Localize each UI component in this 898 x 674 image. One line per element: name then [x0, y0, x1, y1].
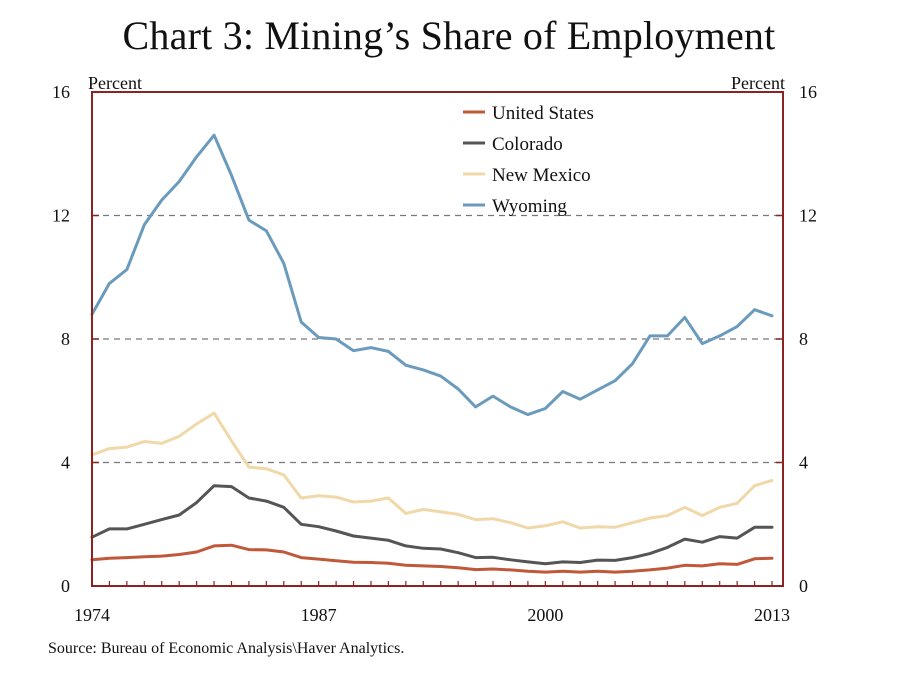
chart-title: Chart 3: Mining’s Share of Employment [122, 13, 776, 58]
series-line-new-mexico [90, 411, 774, 530]
series-line-wyoming [90, 133, 774, 417]
legend-label: United States [492, 103, 594, 124]
legend-label: Wyoming [492, 196, 567, 217]
x-tick-label: 2000 [527, 605, 563, 625]
x-tick-label: 2013 [754, 605, 790, 625]
y-tick-label-right: 8 [799, 329, 808, 349]
y-tick-label-right: 12 [799, 206, 817, 226]
y-tick-label-left: 4 [61, 453, 70, 473]
y-tick-label-left: 0 [61, 576, 70, 596]
y-tick-label-right: 0 [799, 576, 808, 596]
y-tick-label-right: 16 [799, 82, 817, 102]
axis-ticks: 0 0 4 4 8 8 12 12 16 16 1974 1987 2000 2013 [52, 82, 817, 625]
source-note: Source: Bureau of Economic Analysis\Have… [48, 640, 405, 657]
series-line-united-states [90, 543, 774, 574]
y-tick-label-left: 12 [52, 206, 70, 226]
y-tick-label-left: 16 [52, 82, 70, 102]
gridlines [92, 214, 783, 464]
y-axis-label-left: Percent [88, 73, 142, 93]
legend: United States Colorado New Mexico Wyoming [463, 103, 594, 217]
y-tick-label-left: 8 [61, 329, 70, 349]
series-lines [90, 133, 774, 574]
x-tick-label: 1974 [74, 605, 110, 625]
legend-label: New Mexico [492, 165, 591, 186]
legend-label: Colorado [492, 134, 563, 155]
x-tick-label: 1987 [301, 605, 337, 625]
series-line-colorado [90, 484, 774, 566]
y-tick-label-right: 4 [799, 453, 808, 473]
y-axis-label-right: Percent [731, 73, 785, 93]
